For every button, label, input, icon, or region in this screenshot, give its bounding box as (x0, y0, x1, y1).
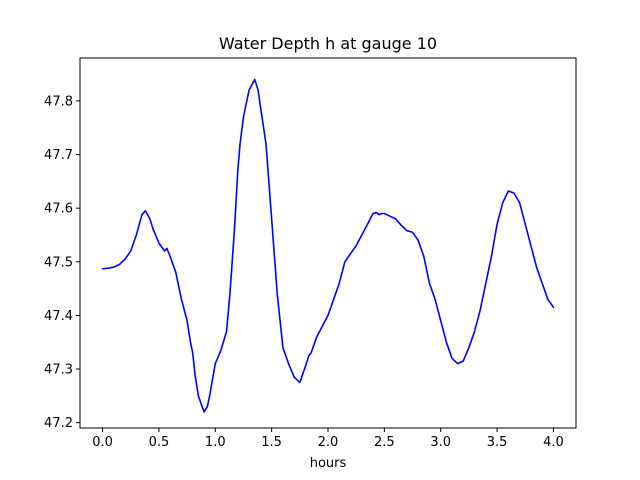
plot-frame (79, 57, 577, 429)
y-axis: 47.2 47.3 47.4 47.5 47.6 47.7 47.8 (44, 94, 80, 431)
y-tick-label: 47.4 (44, 309, 73, 324)
x-tick-label: 0.5 (149, 435, 170, 450)
y-tick-label: 47.6 (44, 202, 73, 217)
x-axis: 0.0 0.5 1.0 1.5 2.0 2.5 3.0 3.5 4.0 (92, 428, 564, 450)
x-tick-label: 3.0 (430, 435, 451, 450)
y-tick-label: 47.8 (44, 94, 73, 109)
series-line-0 (101, 78, 555, 413)
x-tick-label: 2.5 (374, 435, 395, 450)
x-tick-label: 1.0 (205, 435, 226, 450)
x-tick-label: 1.5 (261, 435, 282, 450)
x-tick-label: 3.5 (487, 435, 508, 450)
x-axis-label: hours (310, 456, 347, 471)
series-layer (101, 78, 555, 413)
y-tick-label: 47.5 (44, 255, 73, 270)
x-tick-label: 0.0 (92, 435, 113, 450)
x-tick-label: 4.0 (543, 435, 564, 450)
y-tick-label: 47.2 (44, 416, 73, 431)
y-tick-label: 47.7 (44, 148, 73, 163)
chart-title: Water Depth h at gauge 10 (219, 34, 437, 53)
y-tick-label: 47.3 (44, 363, 73, 378)
x-tick-label: 2.0 (318, 435, 339, 450)
